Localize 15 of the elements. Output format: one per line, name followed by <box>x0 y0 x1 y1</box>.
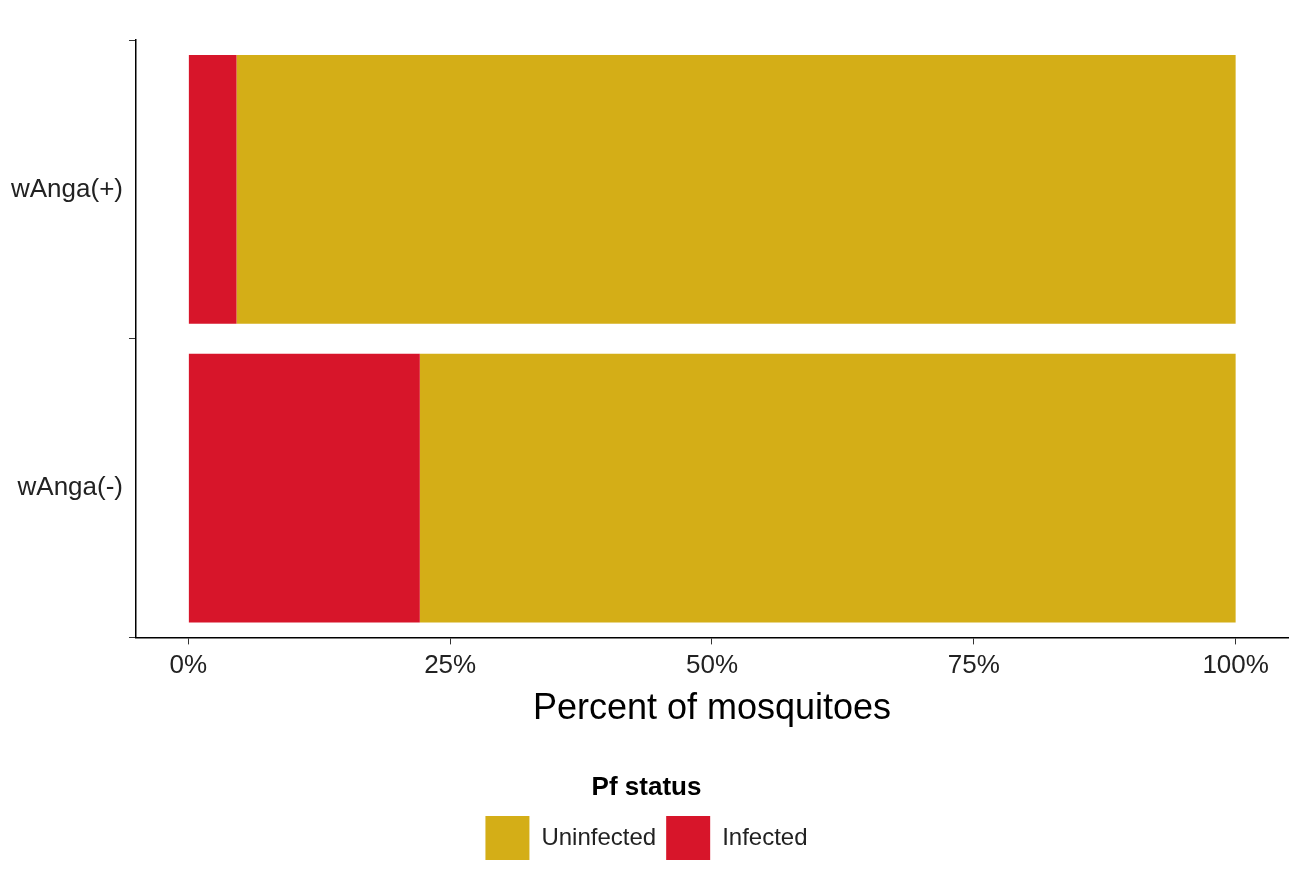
legend-label: Uninfected <box>541 822 657 850</box>
bar <box>188 54 237 324</box>
bar <box>236 54 1236 324</box>
bar <box>188 353 420 623</box>
x-tick-label: 75% <box>947 649 1000 680</box>
x-axis-title: Percent of mosquitoes <box>532 686 892 728</box>
x-tick-label: 50% <box>685 649 739 680</box>
x-tick-label: 0% <box>169 649 208 680</box>
x-tick-label: 25% <box>424 649 477 680</box>
legend-label: Infected <box>722 822 808 850</box>
x-tick-label: 100% <box>1202 649 1269 680</box>
y-tick-label: wAnga(-) <box>16 471 123 502</box>
legend-title: Pf status <box>591 770 702 801</box>
bar <box>419 353 1236 623</box>
y-tick-label: wAnga(+) <box>10 172 123 203</box>
